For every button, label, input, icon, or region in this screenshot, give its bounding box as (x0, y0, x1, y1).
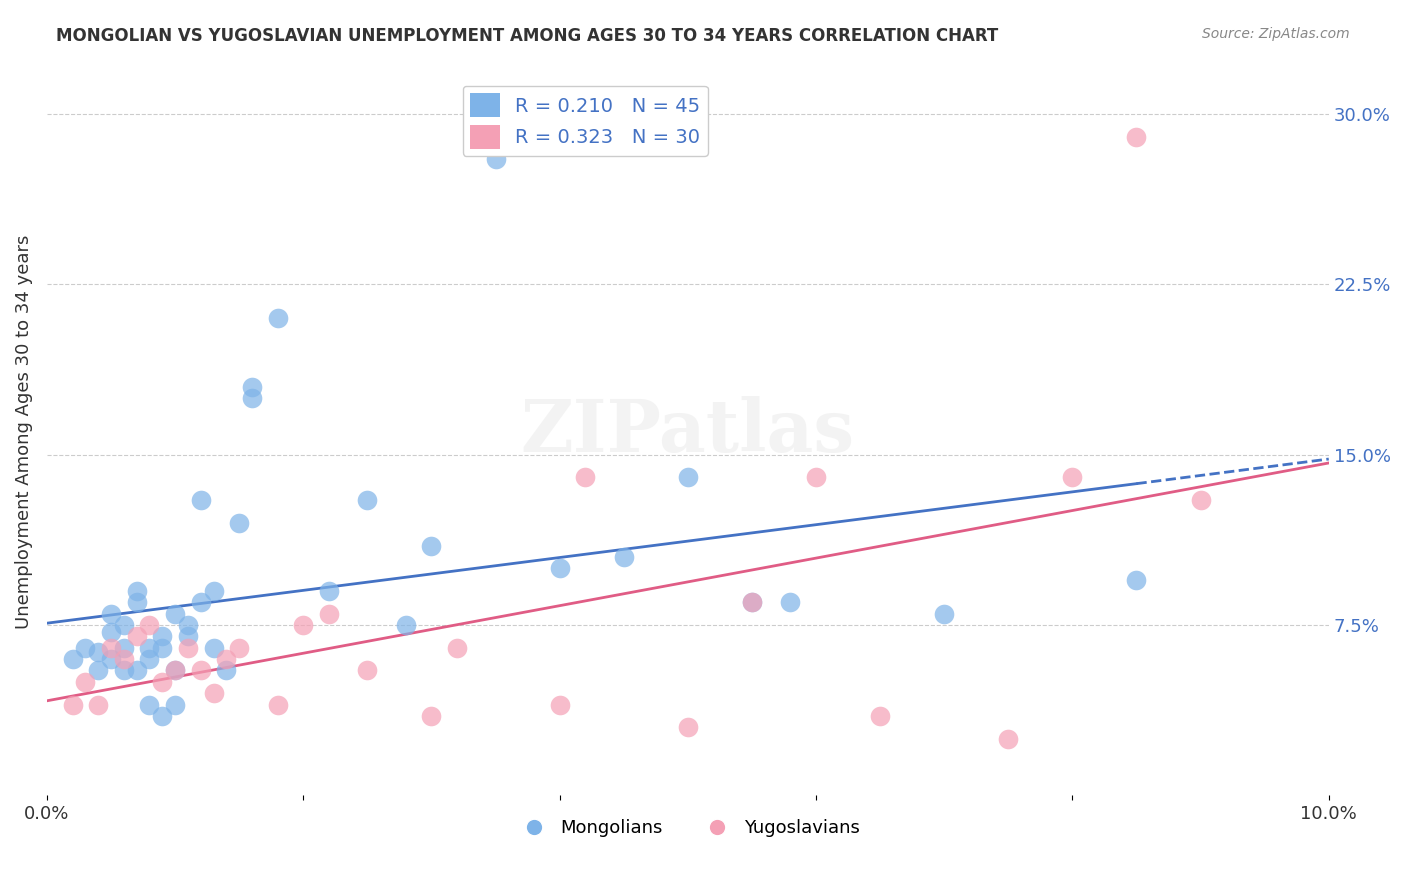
Point (292, 618, 315, 632)
Y-axis label: Unemployment Among Ages 30 to 34 years: Unemployment Among Ages 30 to 34 years (15, 235, 32, 629)
Point (779, 595, 801, 609)
Point (150, 629, 173, 643)
Point (548, 561, 571, 575)
Text: ZIPatlas: ZIPatlas (520, 396, 855, 467)
Point (87, 698, 110, 712)
Text: Source: ZipAtlas.com: Source: ZipAtlas.com (1202, 27, 1350, 41)
Point (215, 652, 238, 666)
Point (613, 549, 636, 564)
Point (869, 709, 891, 723)
Point (125, 584, 148, 599)
Point (228, 516, 250, 530)
Point (266, 311, 288, 326)
Point (177, 629, 200, 643)
Point (138, 640, 160, 655)
Point (266, 698, 288, 712)
Point (62, 698, 84, 712)
Point (240, 379, 263, 393)
Point (100, 640, 122, 655)
Point (100, 607, 122, 621)
Text: MONGOLIAN VS YUGOSLAVIAN UNEMPLOYMENT AMONG AGES 30 TO 34 YEARS CORRELATION CHAR: MONGOLIAN VS YUGOSLAVIAN UNEMPLOYMENT AM… (56, 27, 998, 45)
Point (318, 607, 340, 621)
Point (190, 595, 212, 609)
Point (1062, 470, 1084, 484)
Legend: Mongolians, Yugoslavians: Mongolians, Yugoslavians (509, 812, 868, 845)
Point (202, 584, 225, 599)
Point (100, 624, 122, 639)
Point (150, 709, 173, 723)
Point (138, 652, 160, 666)
Point (165, 664, 187, 678)
Point (112, 618, 135, 632)
Point (420, 539, 443, 553)
Point (318, 584, 340, 599)
Point (420, 709, 443, 723)
Point (190, 493, 212, 508)
Point (87, 664, 110, 678)
Point (934, 607, 956, 621)
Point (1125, 129, 1147, 144)
Point (112, 652, 135, 666)
Point (395, 618, 418, 632)
Point (177, 640, 200, 655)
Point (446, 640, 468, 655)
Point (75, 674, 97, 689)
Point (112, 664, 135, 678)
Point (741, 595, 763, 609)
Point (138, 618, 160, 632)
Point (548, 698, 571, 712)
Point (1189, 493, 1212, 508)
Point (997, 731, 1019, 746)
Point (215, 664, 238, 678)
Point (484, 153, 506, 167)
Point (150, 674, 173, 689)
Point (165, 698, 187, 712)
Point (676, 720, 699, 734)
Point (177, 618, 200, 632)
Point (356, 493, 378, 508)
Point (75, 640, 97, 655)
Point (125, 664, 148, 678)
Point (574, 470, 596, 484)
Point (112, 640, 135, 655)
Point (676, 470, 699, 484)
Point (87, 645, 110, 659)
Point (356, 664, 378, 678)
Point (125, 629, 148, 643)
Point (202, 686, 225, 700)
Point (741, 595, 763, 609)
Point (62, 652, 84, 666)
Point (150, 640, 173, 655)
Point (100, 652, 122, 666)
Point (1125, 573, 1147, 587)
Point (165, 607, 187, 621)
Point (138, 698, 160, 712)
Point (125, 595, 148, 609)
Point (165, 664, 187, 678)
Point (240, 391, 263, 405)
Point (202, 640, 225, 655)
Point (228, 640, 250, 655)
Point (190, 664, 212, 678)
Point (804, 470, 827, 484)
